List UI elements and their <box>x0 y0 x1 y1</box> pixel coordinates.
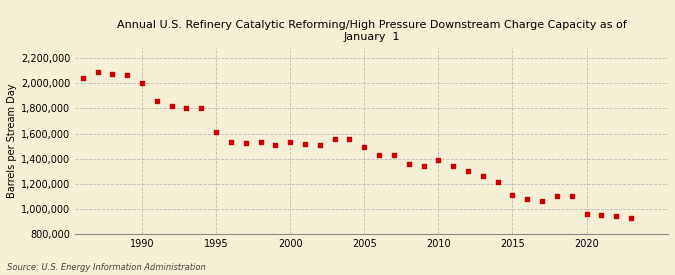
Point <box>418 164 429 168</box>
Point <box>92 70 103 74</box>
Point <box>492 180 503 185</box>
Point <box>181 106 192 111</box>
Point <box>611 214 622 218</box>
Point <box>151 99 162 103</box>
Title: Annual U.S. Refinery Catalytic Reforming/High Pressure Downstream Charge Capacit: Annual U.S. Refinery Catalytic Reforming… <box>117 20 626 42</box>
Point <box>315 143 325 148</box>
Point <box>477 173 488 178</box>
Point <box>285 140 296 145</box>
Point <box>240 141 251 145</box>
Text: Source: U.S. Energy Information Administration: Source: U.S. Energy Information Administ… <box>7 263 205 272</box>
Point <box>507 193 518 197</box>
Point <box>196 106 207 111</box>
Point <box>270 143 281 147</box>
Point <box>433 158 443 162</box>
Point <box>329 137 340 141</box>
Point <box>359 145 370 150</box>
Point <box>211 130 221 134</box>
Point <box>596 213 607 217</box>
Point <box>551 194 562 199</box>
Point <box>566 194 577 198</box>
Point <box>626 215 637 220</box>
Point <box>300 141 310 146</box>
Point <box>448 164 458 168</box>
Point <box>537 199 547 203</box>
Point <box>225 140 236 145</box>
Point <box>136 81 147 85</box>
Point <box>389 153 400 157</box>
Y-axis label: Barrels per Stream Day: Barrels per Stream Day <box>7 84 17 198</box>
Point <box>63 74 74 78</box>
Point <box>374 153 385 157</box>
Point <box>107 72 118 76</box>
Point <box>78 76 88 80</box>
Point <box>581 212 592 216</box>
Point <box>166 104 177 108</box>
Point <box>462 168 473 173</box>
Point <box>522 197 533 201</box>
Point <box>404 162 414 166</box>
Point <box>344 136 355 141</box>
Point <box>122 73 132 77</box>
Point <box>255 140 266 145</box>
